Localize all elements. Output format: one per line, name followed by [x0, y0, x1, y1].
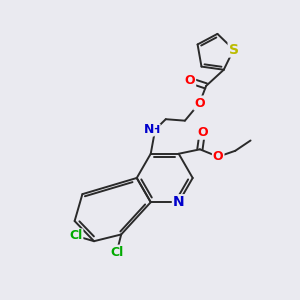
Text: O: O — [184, 74, 195, 87]
Text: O: O — [194, 97, 205, 110]
Text: N: N — [143, 122, 154, 136]
Text: S: S — [229, 43, 238, 56]
Text: Cl: Cl — [69, 230, 82, 242]
Text: Cl: Cl — [110, 246, 123, 259]
Text: O: O — [213, 150, 224, 163]
Text: H: H — [151, 124, 160, 135]
Text: N: N — [173, 195, 184, 209]
Text: O: O — [197, 126, 208, 139]
